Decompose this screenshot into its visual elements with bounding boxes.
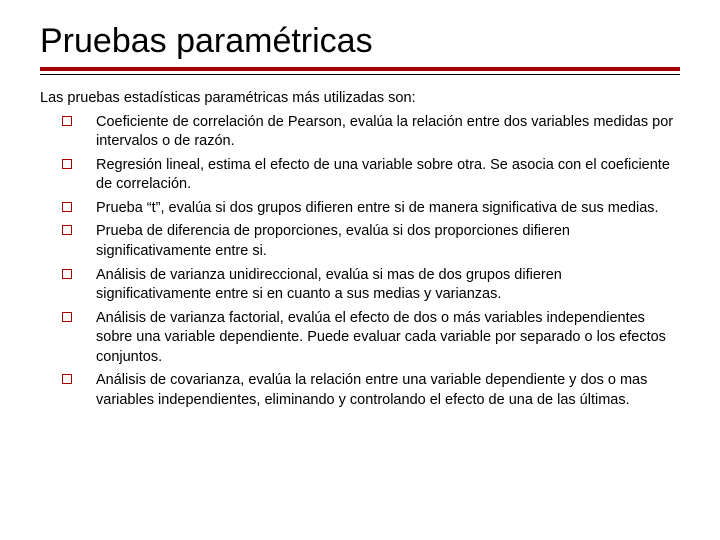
square-bullet-icon <box>62 202 72 212</box>
list-item-text: Análisis de varianza unidireccional, eva… <box>96 267 562 303</box>
list-item-text: Coeficiente de correlación de Pearson, e… <box>96 114 673 150</box>
list-item: Prueba “t”, evalúa si dos grupos difiere… <box>62 199 680 223</box>
list-item-text: Prueba “t”, evalúa si dos grupos difiere… <box>96 200 659 216</box>
square-bullet-icon <box>62 374 72 384</box>
list-item-text: Regresión lineal, estima el efecto de un… <box>96 157 670 193</box>
list-item: Análisis de varianza factorial, evalúa e… <box>62 309 680 372</box>
title-underline-thin <box>40 74 680 75</box>
square-bullet-icon <box>62 116 72 126</box>
list-item-text: Análisis de varianza factorial, evalúa e… <box>96 310 666 365</box>
square-bullet-icon <box>62 159 72 169</box>
list-item-text: Análisis de covarianza, evalúa la relaci… <box>96 372 647 408</box>
list-item: Regresión lineal, estima el efecto de un… <box>62 156 680 199</box>
slide-title: Pruebas paramétricas <box>40 22 680 61</box>
intro-text: Las pruebas estadísticas paramétricas má… <box>40 89 680 109</box>
list-item-text: Prueba de diferencia de proporciones, ev… <box>96 223 570 259</box>
square-bullet-icon <box>62 269 72 279</box>
list-item: Prueba de diferencia de proporciones, ev… <box>62 222 680 265</box>
title-underline-thick <box>40 67 680 71</box>
list-item: Coeficiente de correlación de Pearson, e… <box>62 113 680 156</box>
bullet-list: Coeficiente de correlación de Pearson, e… <box>40 113 680 415</box>
square-bullet-icon <box>62 312 72 322</box>
list-item: Análisis de covarianza, evalúa la relaci… <box>62 371 680 414</box>
square-bullet-icon <box>62 225 72 235</box>
list-item: Análisis de varianza unidireccional, eva… <box>62 266 680 309</box>
slide: Pruebas paramétricas Las pruebas estadís… <box>0 0 720 540</box>
